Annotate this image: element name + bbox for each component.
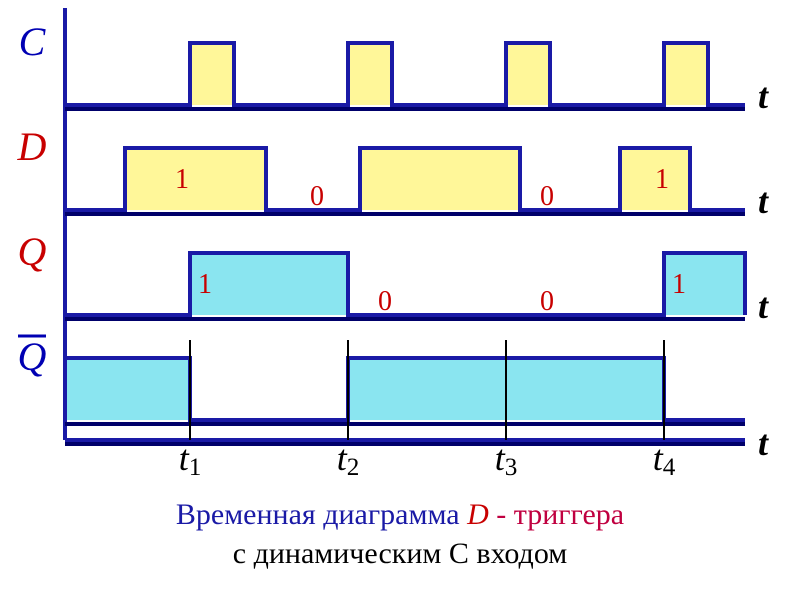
- annotation: 0: [540, 286, 554, 317]
- caption-line2: с динамическим C входом: [233, 537, 567, 570]
- annotation: 1: [198, 269, 212, 300]
- svg-text:Q: Q: [18, 334, 47, 379]
- caption-line1-post: - триггера: [489, 498, 624, 531]
- svg-text:t: t: [758, 76, 769, 116]
- diagram-container: CD1001Q1001Qt1t2t3t4tttt Временная диагр…: [0, 0, 800, 600]
- annotation: 1: [672, 269, 686, 300]
- annotation: 1: [655, 164, 669, 195]
- svg-text:t: t: [758, 423, 769, 463]
- timing-diagram-svg: CD1001Q1001Qt1t2t3t4tttt: [0, 0, 800, 480]
- svg-text:Q: Q: [18, 229, 47, 274]
- annotation: 0: [310, 181, 324, 212]
- svg-text:t: t: [758, 181, 769, 221]
- annotation: 1: [175, 164, 189, 195]
- annotation: 0: [540, 181, 554, 212]
- caption-line1-pre: Временная диаграмма: [176, 498, 467, 531]
- svg-text:D: D: [17, 124, 47, 169]
- caption: Временная диаграмма D - триггера с динам…: [0, 495, 800, 573]
- svg-text:t: t: [758, 286, 769, 326]
- annotation: 0: [378, 286, 392, 317]
- caption-line1-em: D: [467, 498, 489, 531]
- svg-text:C: C: [19, 19, 47, 64]
